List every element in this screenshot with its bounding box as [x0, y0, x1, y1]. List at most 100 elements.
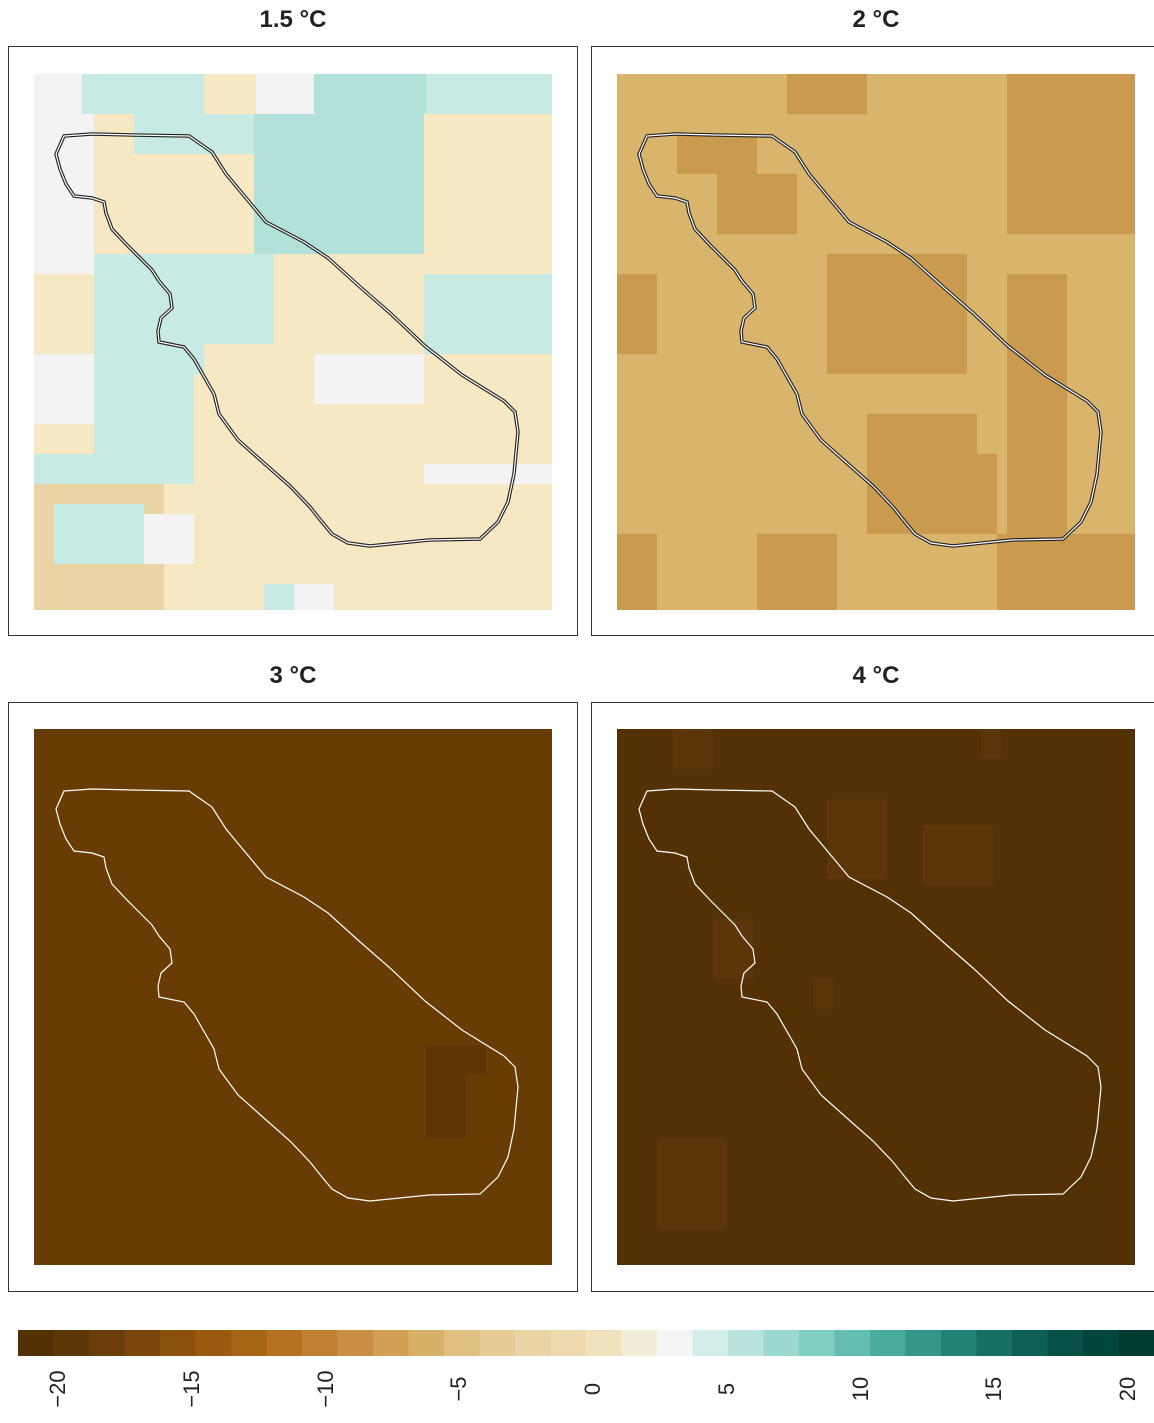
map-2c-cell — [677, 134, 757, 174]
map-4c-cell — [981, 729, 1001, 759]
map-1-5c-cell — [274, 254, 424, 354]
legend-swatch — [444, 1330, 480, 1356]
map-1-5c-cell — [82, 74, 204, 114]
map-1-5c-cell — [34, 114, 94, 274]
legend-swatch — [53, 1330, 90, 1356]
legend-swatch — [266, 1330, 303, 1356]
panel-title-2c: 2 °C — [852, 6, 900, 33]
map-1-5c-cell — [134, 174, 214, 234]
map-1-5c-cell — [314, 74, 426, 114]
legend-swatch — [124, 1330, 161, 1356]
legend-swatch — [1047, 1330, 1084, 1356]
map-4c-cell — [827, 799, 887, 879]
legend-swatch — [18, 1330, 54, 1356]
legend-swatch — [302, 1330, 338, 1356]
legend-swatch — [479, 1330, 516, 1356]
map-4c-cell — [657, 1139, 727, 1229]
map-1-5c-cell — [164, 484, 552, 610]
map-1-5c-cell — [426, 74, 552, 114]
map-1-5c-cell — [424, 464, 552, 484]
map-1-5c-cell — [314, 404, 424, 484]
map-1-5c-cell — [34, 454, 104, 484]
legend-swatch — [870, 1330, 906, 1356]
legend-swatch — [1012, 1330, 1048, 1356]
legend-tick-label: −10 — [312, 1370, 338, 1408]
legend-swatch — [408, 1330, 445, 1356]
legend-swatch — [195, 1330, 232, 1356]
legend-swatch — [976, 1330, 1013, 1356]
legend-tick-label: −5 — [446, 1376, 472, 1402]
legend-tick-label: 10 — [847, 1376, 873, 1402]
legend-swatch — [1083, 1330, 1119, 1356]
legend-swatch — [160, 1330, 196, 1356]
panel-title-1-5c: 1.5 °C — [259, 6, 327, 33]
map-1-5c-cell — [34, 274, 94, 354]
legend-swatch — [941, 1330, 977, 1356]
map-raster-3c — [34, 729, 552, 1265]
map-2c-cell — [1007, 274, 1067, 534]
map-raster-1-5c — [34, 74, 552, 610]
map-1-5c-cell — [94, 114, 134, 174]
legend-swatch — [763, 1330, 800, 1356]
map-2c-cell — [757, 534, 837, 610]
legend-swatch — [1118, 1330, 1154, 1356]
legend-tick-label: 15 — [981, 1376, 1007, 1402]
map-3c-background — [34, 729, 552, 1265]
map-4c-cell — [923, 825, 993, 885]
legend-tick-label: 5 — [713, 1382, 739, 1396]
lake-outline — [55, 788, 519, 1202]
map-1-5c-cell — [204, 254, 274, 344]
lake-outline-inner — [55, 133, 519, 547]
panel-title-3c: 3 °C — [269, 662, 317, 689]
map-1-5c-cell — [294, 584, 334, 610]
legend-swatch — [373, 1330, 409, 1356]
legend-swatch — [834, 1330, 871, 1356]
map-2c-cell — [827, 254, 967, 374]
legend-swatch — [550, 1330, 587, 1356]
legend-swatch — [231, 1330, 267, 1356]
map-3c-cell — [426, 1045, 466, 1139]
map-raster-2c — [617, 74, 1135, 610]
panel-title-4c: 4 °C — [852, 662, 900, 689]
legend-tick-label: 0 — [580, 1382, 605, 1396]
map-raster-4c — [617, 729, 1135, 1265]
legend-tick-label: 20 — [1115, 1376, 1140, 1402]
legend-tick-label: −15 — [178, 1370, 204, 1408]
lake-outline-inner — [638, 133, 1102, 547]
map-4c-cell — [713, 919, 753, 979]
legend-swatch — [586, 1330, 622, 1356]
map-1-5c-cell — [144, 514, 194, 564]
map-1-5c-cell — [34, 74, 82, 114]
legend-swatch — [657, 1330, 693, 1356]
legend-swatch — [728, 1330, 764, 1356]
map-2c-cell — [1007, 74, 1135, 234]
color-legend-bar — [18, 1330, 1154, 1356]
map-2c-cell — [997, 534, 1135, 610]
map-1-5c-cell — [94, 374, 194, 484]
map-4c-cell — [813, 979, 833, 1009]
map-1-5c-cell — [314, 354, 424, 404]
legend-swatch — [799, 1330, 835, 1356]
legend-swatch — [905, 1330, 942, 1356]
map-1-5c-cell — [424, 274, 552, 354]
map-1-5c-cell — [264, 584, 294, 610]
map-3c-cell — [466, 1045, 486, 1075]
lake-outline — [638, 788, 1102, 1202]
map-1-5c-cell — [54, 504, 144, 564]
map-1-5c-cell — [424, 354, 552, 464]
legend-swatch — [692, 1330, 729, 1356]
map-1-5c-cell — [424, 114, 552, 274]
legend-swatch — [89, 1330, 125, 1356]
legend-swatch — [337, 1330, 374, 1356]
map-2c-cell — [787, 74, 867, 114]
map-1-5c-cell — [34, 354, 94, 424]
legend-swatch — [515, 1330, 551, 1356]
map-1-5c-cell — [94, 254, 204, 374]
map-2c-cell — [617, 534, 657, 610]
map-2c-cell — [867, 414, 977, 534]
map-2c-cell — [717, 174, 797, 234]
map-1-5c-cell — [204, 74, 256, 114]
legend-tick-label: −20 — [45, 1370, 70, 1408]
map-1-5c-cell — [256, 74, 314, 114]
legend-swatch — [621, 1330, 658, 1356]
